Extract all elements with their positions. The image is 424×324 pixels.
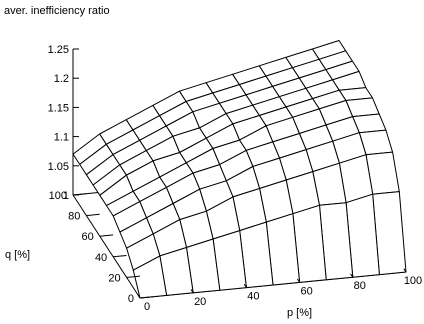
x-tick-label: 0: [144, 301, 150, 313]
x-tick-label: 60: [300, 285, 312, 297]
y-tick-mark: [86, 213, 100, 217]
y-tick-mark: [99, 234, 114, 237]
y-tick-label: 80: [68, 211, 80, 223]
z-tick-label: 1: [63, 190, 69, 202]
x-tick-mark: [350, 273, 354, 278]
x-tick-mark: [296, 278, 301, 283]
y-tick-mark: [139, 296, 154, 299]
y-axis-line: [72, 194, 141, 299]
z-tick-label: 1.25: [48, 44, 69, 56]
x-tick-label: 80: [354, 280, 366, 292]
y-tick-label: 20: [108, 272, 120, 284]
z-tick-label: 1.2: [54, 73, 69, 85]
z-tick-label: 1.15: [48, 102, 69, 114]
y-tick-mark: [113, 255, 127, 258]
x-tick-mark: [403, 268, 407, 273]
y-tick-label: 40: [95, 252, 107, 264]
x-tick-label: 40: [247, 291, 259, 303]
surface-cell: [132, 255, 168, 299]
x-tick-mark: [190, 289, 194, 294]
surface-mesh: [72, 40, 407, 299]
y-axis-label: q [%]: [5, 249, 30, 261]
x-tick-mark: [243, 283, 247, 288]
tick-labels: 0 20 40 60 80 1000204060801001.251.21.151.11.…: [48, 44, 423, 313]
z-tick-label: 1.05: [48, 161, 69, 173]
y-tick-label: 60: [82, 231, 94, 243]
y-tick-label: 0: [128, 293, 134, 305]
x-tick-mark: [137, 294, 141, 299]
x-tick-label: 100: [404, 275, 422, 287]
x-tick-label: 20: [194, 296, 206, 308]
z-tick-label: 1.1: [54, 132, 69, 144]
chart-title: aver. inefficiency ratio: [4, 5, 110, 17]
y-tick-label: 100: [49, 190, 67, 202]
y-tick-mark: [126, 275, 140, 278]
x-axis-label: p [%]: [287, 307, 312, 319]
